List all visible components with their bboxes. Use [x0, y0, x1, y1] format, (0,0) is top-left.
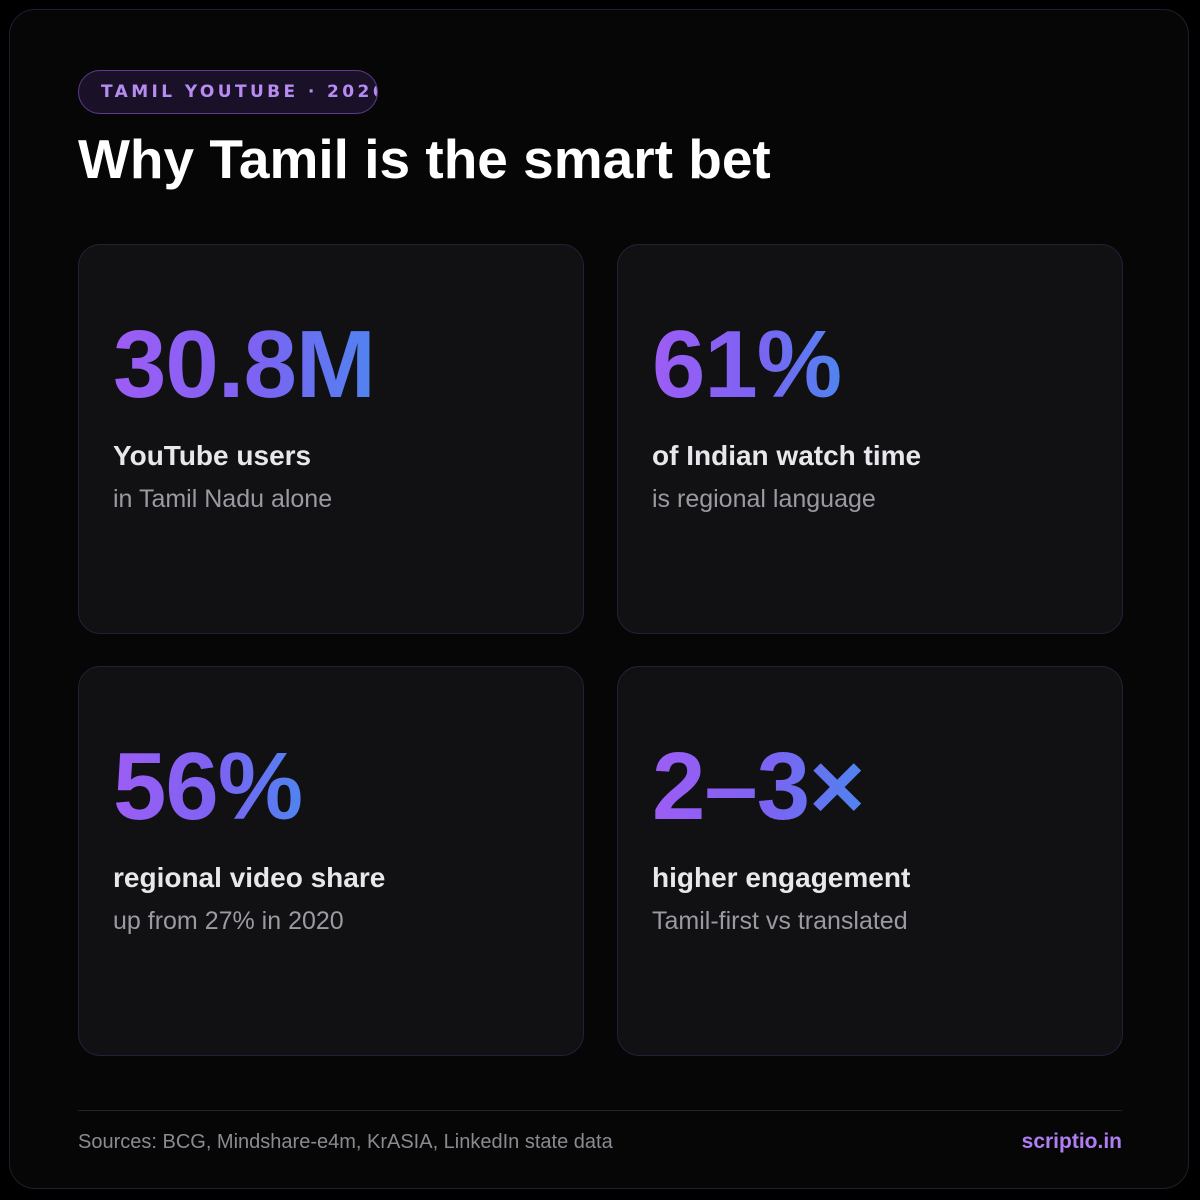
- stat-value: 61%: [652, 311, 842, 418]
- brand-link[interactable]: scriptio.in: [1021, 1130, 1122, 1153]
- stat-card-video-share: 56% regional video share up from 27% in …: [78, 666, 584, 1056]
- topic-tag: TAMIL YOUTUBE · 2026: [78, 70, 378, 114]
- stat-caption: in Tamil Nadu alone: [113, 485, 333, 513]
- stat-label: regional video share: [113, 862, 386, 893]
- stat-label: of Indian watch time: [652, 440, 922, 471]
- stat-card-watch-time: 61% of Indian watch time is regional lan…: [617, 244, 1123, 634]
- stat-value: 30.8M: [113, 311, 376, 418]
- sources-note: Sources: BCG, Mindshare-e4m, KrASIA, Lin…: [78, 1131, 613, 1153]
- stat-value: 2–3×: [652, 733, 865, 840]
- stat-value: 56%: [113, 733, 303, 840]
- stat-caption: Tamil-first vs translated: [652, 907, 908, 935]
- footer-divider: [78, 1110, 1122, 1111]
- stat-card-engagement: 2–3× higher engagement Tamil-first vs tr…: [617, 666, 1123, 1056]
- stat-card-users: 30.8M YouTube users in Tamil Nadu alone: [78, 244, 584, 634]
- page-title: Why Tamil is the smart bet: [78, 128, 771, 190]
- stat-label: YouTube users: [113, 440, 312, 471]
- stat-caption: up from 27% in 2020: [113, 907, 344, 935]
- stat-caption: is regional language: [652, 485, 876, 513]
- stat-label: higher engagement: [652, 862, 911, 893]
